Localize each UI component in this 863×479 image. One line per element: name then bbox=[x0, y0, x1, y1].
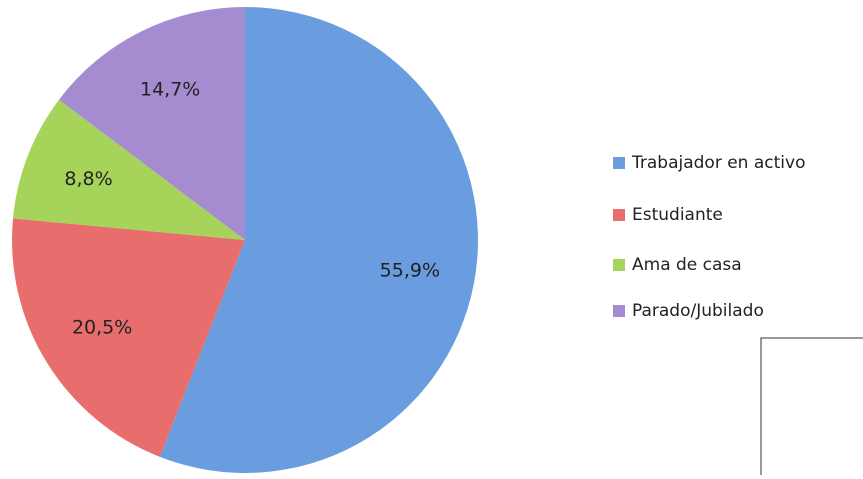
legend-label: Trabajador en activo bbox=[631, 153, 805, 173]
data-label: 8,8% bbox=[64, 168, 112, 190]
data-label: 20,5% bbox=[72, 316, 132, 338]
pie-slice bbox=[159, 7, 479, 473]
data-label: 14,7% bbox=[140, 78, 200, 100]
data-label: 55,9% bbox=[380, 260, 440, 282]
legend-label: Ama de casa bbox=[632, 255, 742, 275]
pie-slice bbox=[12, 218, 246, 457]
legend-swatch bbox=[613, 209, 625, 221]
legend-swatch bbox=[613, 157, 625, 169]
pie-slice bbox=[13, 99, 245, 241]
legend-label: Estudiante bbox=[632, 205, 723, 225]
frame-box bbox=[760, 337, 863, 479]
legend-label: Parado/Jubilado bbox=[632, 301, 764, 321]
pie-slice bbox=[58, 6, 245, 240]
legend-swatch bbox=[613, 305, 625, 317]
legend-swatch bbox=[613, 259, 625, 271]
